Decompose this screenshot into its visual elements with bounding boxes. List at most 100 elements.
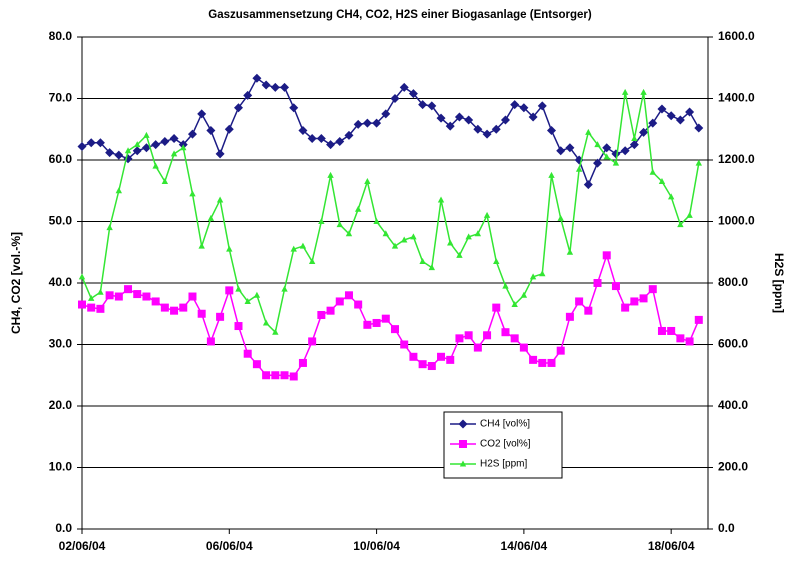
point [197,109,207,119]
y2-tick-label: 600.0 [718,337,748,351]
point [640,88,647,95]
point [344,130,354,140]
y-tick-label: 20.0 [49,398,73,412]
y-tick-label: 70.0 [49,91,73,105]
y2-tick-label: 200.0 [718,460,748,474]
point [565,143,575,153]
point [519,103,529,113]
series-line [81,77,700,187]
point [658,178,666,185]
point [354,205,362,212]
point [464,331,473,340]
point [88,294,95,301]
point [372,118,382,128]
point [537,101,547,111]
point [391,325,399,334]
point [281,285,288,292]
point [372,318,381,327]
point [593,279,602,287]
point [362,118,372,128]
point [336,221,343,228]
point [611,282,620,291]
point [427,101,437,111]
point [547,358,556,367]
point [575,297,584,306]
point [446,355,455,364]
point [307,133,317,143]
point [436,113,446,123]
point [491,124,501,134]
point [280,371,289,380]
point [677,221,684,228]
point [226,245,233,252]
x-tick-label: 02/06/04 [59,539,106,553]
point [520,291,528,298]
point [667,193,675,200]
point [399,82,409,92]
point [648,118,658,128]
legend-label: CO2 [vol%] [480,439,531,450]
point [418,100,428,110]
point [170,150,178,157]
point [557,214,564,221]
point [271,371,280,380]
point [391,242,399,249]
point [584,306,593,315]
point [639,127,649,137]
y-tick-label: 10.0 [49,460,73,474]
point [419,257,426,264]
point [428,264,436,271]
point [594,141,601,148]
point [548,171,555,178]
point [575,165,583,172]
point [519,343,528,352]
point [206,125,216,135]
point [161,178,169,185]
legend-label: H2S [ppm] [480,459,527,470]
point [502,282,509,289]
point [318,218,325,224]
point [105,291,114,300]
point [410,233,417,240]
point [289,372,298,381]
point [464,115,474,125]
point [390,94,400,103]
point [354,300,363,309]
y2-tick-label: 1600.0 [718,29,755,43]
point [611,149,621,159]
point [676,334,685,343]
point [124,285,133,294]
point [455,334,464,343]
point [270,82,280,92]
point [142,292,151,301]
point [216,312,225,321]
point [363,320,372,329]
point [316,133,326,143]
point [289,103,299,113]
point [621,303,630,312]
series-line [81,252,700,378]
y2-tick-label: 0.0 [718,521,735,535]
point [454,112,464,122]
point [189,190,196,197]
point [465,233,472,240]
point [353,119,363,129]
y2-tick-label: 1000.0 [718,214,755,228]
point [381,314,390,323]
point [445,121,455,131]
chart-title: Gaszusammensetzung CH4, CO2, H2S einer B… [208,9,592,21]
point [97,288,104,295]
point [602,251,611,260]
y2-tick-label: 1400.0 [718,91,755,105]
point [234,103,243,113]
point [408,89,418,99]
point [629,140,639,150]
y2-tick-label: 400.0 [718,398,748,412]
point [437,352,446,361]
point [482,129,492,139]
point [556,146,566,156]
point [585,128,592,135]
legend-marker [459,440,467,448]
legend-marker [459,460,467,467]
